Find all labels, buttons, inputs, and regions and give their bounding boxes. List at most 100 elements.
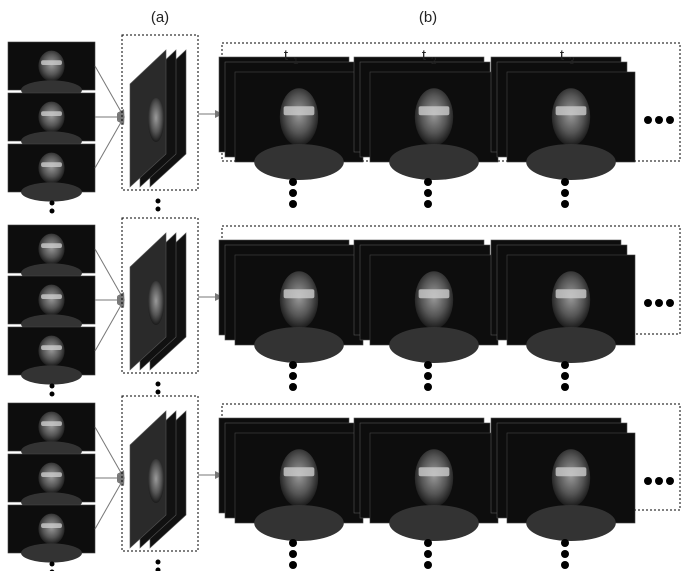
arrow-line bbox=[95, 117, 124, 168]
arrow-line bbox=[95, 427, 124, 478]
shoulders bbox=[389, 327, 479, 363]
glasses bbox=[284, 289, 315, 298]
time-subscript: 3 bbox=[569, 56, 575, 67]
ellipsis-dot bbox=[644, 116, 652, 124]
face bbox=[552, 449, 590, 507]
input-frame bbox=[8, 42, 95, 100]
vertical-dot bbox=[156, 390, 161, 395]
vertical-dot bbox=[289, 539, 297, 547]
glasses bbox=[419, 289, 450, 298]
vertical-dot bbox=[561, 550, 569, 558]
face bbox=[552, 271, 590, 329]
shoulders bbox=[526, 505, 616, 541]
glasses bbox=[41, 162, 62, 167]
glasses bbox=[41, 421, 62, 426]
face bbox=[415, 88, 453, 146]
glasses bbox=[41, 523, 62, 528]
vertical-dot bbox=[50, 201, 55, 206]
glasses bbox=[556, 467, 587, 476]
glasses bbox=[41, 243, 62, 248]
face bbox=[38, 285, 64, 316]
vertical-dot bbox=[424, 372, 432, 380]
face bbox=[38, 463, 64, 494]
face bbox=[552, 88, 590, 146]
shoulders bbox=[254, 327, 344, 363]
shoulders bbox=[21, 543, 82, 562]
input-frame bbox=[8, 93, 95, 151]
sequence-frame bbox=[507, 433, 635, 541]
glasses bbox=[41, 472, 62, 477]
vertical-dot bbox=[561, 189, 569, 197]
vertical-dot bbox=[156, 560, 161, 565]
face bbox=[38, 412, 64, 443]
glasses bbox=[284, 106, 315, 115]
shoulders bbox=[389, 505, 479, 541]
volume-face bbox=[148, 98, 164, 142]
input-frame bbox=[8, 403, 95, 461]
vertical-dot bbox=[289, 200, 297, 208]
vertical-dot bbox=[289, 189, 297, 197]
glasses bbox=[556, 289, 587, 298]
input-frame bbox=[8, 454, 95, 512]
vertical-dot bbox=[289, 561, 297, 569]
vertical-dot bbox=[156, 568, 161, 571]
glasses bbox=[41, 294, 62, 299]
face bbox=[38, 153, 64, 184]
figure: (a) (b) t1t2t3 bbox=[0, 0, 685, 571]
sequence-frame bbox=[370, 433, 498, 541]
sequence-frame bbox=[235, 433, 363, 541]
input-frame bbox=[8, 225, 95, 283]
vertical-dot bbox=[561, 372, 569, 380]
vertical-dot bbox=[424, 200, 432, 208]
shoulders bbox=[526, 327, 616, 363]
vertical-dot bbox=[561, 561, 569, 569]
vertical-dot bbox=[50, 384, 55, 389]
input-frame bbox=[8, 276, 95, 334]
vertical-dot bbox=[50, 562, 55, 567]
shoulders bbox=[254, 505, 344, 541]
vertical-dot bbox=[156, 207, 161, 212]
arrow-line bbox=[95, 249, 124, 300]
vertical-dot bbox=[424, 361, 432, 369]
vertical-dot bbox=[289, 178, 297, 186]
time-subscript: 1 bbox=[293, 56, 299, 67]
glasses bbox=[41, 111, 62, 116]
arrow-line bbox=[95, 478, 124, 529]
face bbox=[38, 234, 64, 265]
arrow-line bbox=[95, 66, 124, 117]
shoulders bbox=[526, 144, 616, 180]
glasses bbox=[419, 467, 450, 476]
vertical-dot bbox=[424, 550, 432, 558]
face bbox=[280, 88, 318, 146]
sequence-frame bbox=[235, 72, 363, 180]
vertical-dot bbox=[561, 383, 569, 391]
ellipsis-dot bbox=[644, 477, 652, 485]
glasses bbox=[284, 467, 315, 476]
vertical-dot bbox=[289, 372, 297, 380]
vertical-dot bbox=[50, 392, 55, 397]
face bbox=[280, 449, 318, 507]
ellipsis-dot bbox=[666, 477, 674, 485]
vertical-dot bbox=[424, 561, 432, 569]
face bbox=[38, 336, 64, 367]
ellipsis-dot bbox=[655, 116, 663, 124]
vertical-dot bbox=[424, 189, 432, 197]
shoulders bbox=[389, 144, 479, 180]
vertical-dot bbox=[424, 539, 432, 547]
face bbox=[38, 514, 64, 545]
sequence-frame bbox=[507, 72, 635, 180]
vertical-dot bbox=[50, 209, 55, 214]
face bbox=[38, 51, 64, 82]
glasses bbox=[41, 345, 62, 350]
vertical-dot bbox=[156, 199, 161, 204]
glasses bbox=[41, 60, 62, 65]
vertical-dot bbox=[424, 178, 432, 186]
face bbox=[38, 102, 64, 133]
face bbox=[280, 271, 318, 329]
vertical-dot bbox=[561, 539, 569, 547]
vertical-dot bbox=[289, 383, 297, 391]
input-frame bbox=[8, 505, 95, 563]
vertical-dot bbox=[424, 383, 432, 391]
face bbox=[415, 271, 453, 329]
ellipsis-dot bbox=[666, 116, 674, 124]
